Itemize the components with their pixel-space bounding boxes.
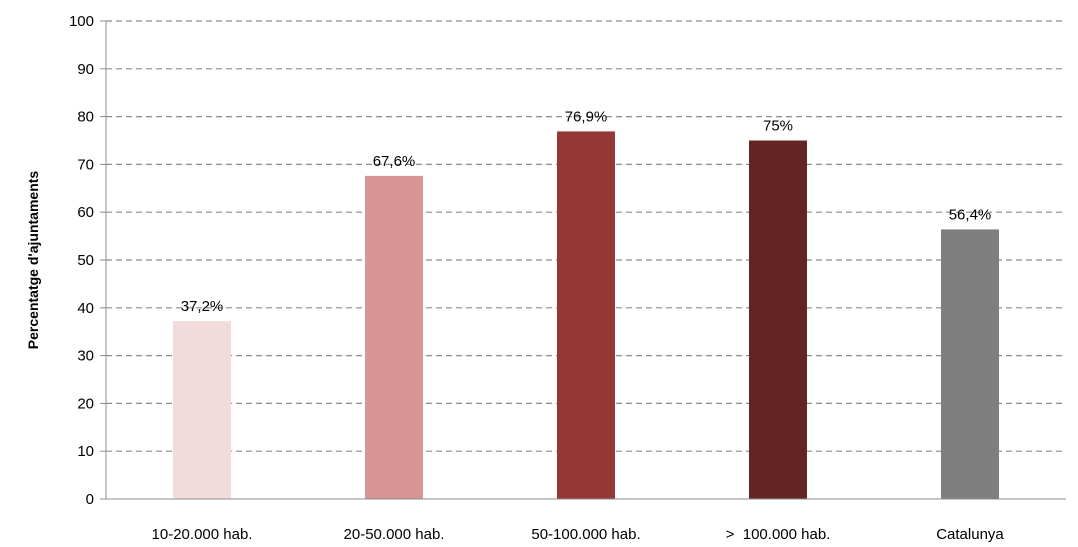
data-label: 75% — [763, 118, 793, 135]
x-tick-label: > 100.000 hab. — [726, 526, 831, 543]
x-tick-labels: 10-20.000 hab. 20-50.000 hab. 50-100.000 h… — [152, 526, 1005, 543]
data-label: 37,2% — [181, 298, 224, 315]
data-label: 67,6% — [373, 153, 416, 170]
data-label: 76,9% — [565, 108, 608, 125]
x-tick-label: 50-100.000 hab. — [531, 526, 640, 543]
y-tick-labels: 0 10 20 30 40 50 60 70 80 90 100 — [69, 13, 94, 508]
y-tick-label: 80 — [77, 109, 94, 126]
bars — [173, 131, 999, 499]
data-label: 56,4% — [949, 206, 992, 223]
y-tick-label: 40 — [77, 300, 94, 317]
y-tick-label: 0 — [86, 491, 94, 508]
y-tick-label: 20 — [77, 395, 94, 412]
bar — [173, 321, 231, 499]
y-tick-label: 60 — [77, 204, 94, 221]
bar — [365, 175, 423, 499]
axes — [100, 20, 1066, 500]
bar — [941, 229, 999, 499]
bar — [749, 140, 807, 499]
x-tick-label: 20-50.000 hab. — [344, 526, 445, 543]
data-labels: 37,2% 67,6% 76,9% 75% 56,4% — [181, 108, 992, 315]
y-axis-label: Percentatge d'ajuntaments — [25, 171, 41, 350]
y-tick-label: 70 — [77, 156, 94, 173]
y-tick-label: 30 — [77, 348, 94, 365]
y-tick-label: 50 — [77, 252, 94, 269]
x-tick-label: Catalunya — [936, 526, 1004, 543]
bar — [557, 131, 615, 499]
y-tick-label: 90 — [77, 61, 94, 78]
x-tick-label: 10-20.000 hab. — [152, 526, 253, 543]
y-tick-label: 10 — [77, 443, 94, 460]
y-tick-label: 100 — [69, 13, 94, 30]
